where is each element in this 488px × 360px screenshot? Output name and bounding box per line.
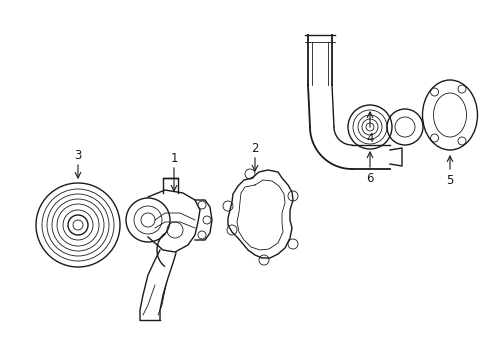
Text: 2: 2 [251, 141, 258, 154]
Text: 1: 1 [170, 152, 177, 165]
Text: 6: 6 [366, 171, 373, 185]
Text: 5: 5 [446, 174, 453, 186]
Text: 3: 3 [74, 149, 81, 162]
Text: 4: 4 [366, 131, 373, 144]
